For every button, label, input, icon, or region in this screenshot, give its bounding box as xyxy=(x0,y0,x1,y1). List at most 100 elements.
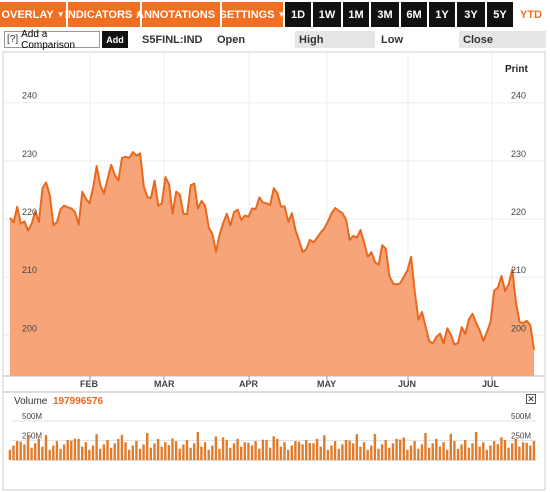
annotations-menu-button[interactable]: ANNOTATIONS ▼ xyxy=(136,2,226,27)
range-6m-button[interactable]: 6M xyxy=(401,2,427,27)
overlay-menu-button[interactable]: OVERLAY ▼ xyxy=(0,2,66,27)
indicators-menu-button[interactable]: INDICATORS ▼ xyxy=(64,2,144,27)
indicators-menu-label: INDICATORS xyxy=(64,8,133,21)
volume-bar xyxy=(395,438,398,460)
volume-bar xyxy=(102,444,106,460)
volume-bar xyxy=(489,445,492,460)
volume-bar xyxy=(211,445,214,460)
volume-bar xyxy=(417,448,420,461)
range-ytd-button[interactable]: YTD xyxy=(515,2,547,27)
high-label: High xyxy=(295,31,375,48)
volume-tick-label-left: 500M xyxy=(22,412,42,421)
volume-bar xyxy=(388,447,391,460)
volume-bar xyxy=(117,438,120,460)
chevron-down-icon: ▼ xyxy=(135,10,144,19)
volume-bar xyxy=(52,445,55,460)
volume-bar xyxy=(167,445,171,460)
volume-bar xyxy=(344,440,348,460)
open-label: Open xyxy=(213,31,293,48)
y-tick-label-right: 240 xyxy=(511,91,526,101)
volume-bar xyxy=(268,447,272,460)
volume-bar xyxy=(373,434,377,460)
settings-menu-button[interactable]: SETTINGS ▼ xyxy=(220,2,285,27)
range-1y-button[interactable]: 1Y xyxy=(429,2,455,27)
volume-bar xyxy=(73,438,77,460)
volume-bar xyxy=(485,449,489,460)
volume-bar xyxy=(442,442,445,460)
volume-bar xyxy=(171,438,174,460)
volume-bar xyxy=(156,438,160,460)
volume-bar xyxy=(88,449,91,460)
x-tick-label: APR xyxy=(239,379,259,389)
volume-bar xyxy=(221,437,225,460)
range-3m-button[interactable]: 3M xyxy=(371,2,399,27)
volume-bar xyxy=(84,442,87,460)
volume-bar xyxy=(467,447,471,460)
x-tick-label: JUL xyxy=(482,379,500,389)
volume-bar xyxy=(243,442,246,460)
quote-bar: [?] Add a Comparison Add S5FINL:IND Open… xyxy=(0,29,550,51)
volume-bar xyxy=(265,440,268,460)
range-5y-button[interactable]: 5Y xyxy=(487,2,513,27)
volume-bar xyxy=(70,440,73,460)
price-area xyxy=(10,152,534,376)
volume-bar xyxy=(352,443,355,460)
x-tick-label: JUN xyxy=(398,379,416,389)
volume-bar xyxy=(514,438,517,460)
volume-bar xyxy=(503,440,507,460)
range-3y-button[interactable]: 3Y xyxy=(457,2,485,27)
volume-bar xyxy=(507,447,510,460)
x-tick-label: MAY xyxy=(317,379,336,389)
add-comparison-field[interactable]: [?] Add a Comparison xyxy=(4,29,100,51)
volume-bar xyxy=(287,449,290,460)
volume-bar xyxy=(182,444,185,460)
volume-bar xyxy=(435,438,438,460)
volume-bar xyxy=(438,446,442,460)
range-1m-button[interactable]: 1M xyxy=(343,2,369,27)
volume-bar xyxy=(446,449,449,460)
volume-bar xyxy=(203,442,207,460)
range-1w-button[interactable]: 1W xyxy=(313,2,341,27)
volume-bar xyxy=(261,439,265,460)
volume-bar xyxy=(120,434,124,460)
volume-bar xyxy=(377,448,380,461)
volume-bar xyxy=(279,446,283,460)
volume-bar xyxy=(214,436,218,460)
volume-value: 197996576 xyxy=(53,396,104,407)
y-tick-label-right: 210 xyxy=(511,265,526,275)
volume-bar xyxy=(431,443,434,460)
volume-bar xyxy=(77,438,80,460)
volume-bar xyxy=(326,449,330,460)
close-volume-icon[interactable]: ✕ xyxy=(526,394,536,404)
volume-bar xyxy=(453,441,456,460)
volume-bar xyxy=(406,449,409,460)
range-1d-button[interactable]: 1D xyxy=(285,2,311,27)
volume-bar xyxy=(254,441,257,460)
volume-bar xyxy=(366,449,369,460)
volume-label: Volume xyxy=(14,396,48,407)
volume-bar xyxy=(521,442,525,460)
volume-bar xyxy=(323,435,326,460)
volume-bar xyxy=(464,440,467,460)
volume-bar xyxy=(218,448,221,461)
volume-bar xyxy=(529,445,532,460)
volume-bar xyxy=(109,447,113,460)
y-tick-labels: 200 200 210 210 220 220 230 230 240 240 xyxy=(22,91,526,334)
volume-bar xyxy=(424,433,427,460)
price-chart: 200 200 210 210 220 220 230 230 240 240 FEB MAR APR… xyxy=(2,51,546,491)
print-link[interactable]: Print xyxy=(505,64,528,75)
volume-bar xyxy=(482,442,485,460)
volume-bar xyxy=(478,446,481,460)
volume-tick-label-left: 250M xyxy=(22,431,42,440)
volume-bar xyxy=(99,448,102,461)
volume-bar xyxy=(297,441,301,460)
volume-bar xyxy=(492,441,496,460)
volume-bar xyxy=(229,447,232,460)
volume-bar xyxy=(236,438,239,460)
help-icon: [?] xyxy=(7,34,19,45)
chart-area: 200 200 210 210 220 220 230 230 240 240 FEB MAR APR… xyxy=(0,50,550,492)
volume-bar xyxy=(131,445,134,460)
volume-bar xyxy=(135,441,138,460)
volume-bar xyxy=(178,448,181,461)
add-comparison-button[interactable]: Add xyxy=(102,31,128,48)
